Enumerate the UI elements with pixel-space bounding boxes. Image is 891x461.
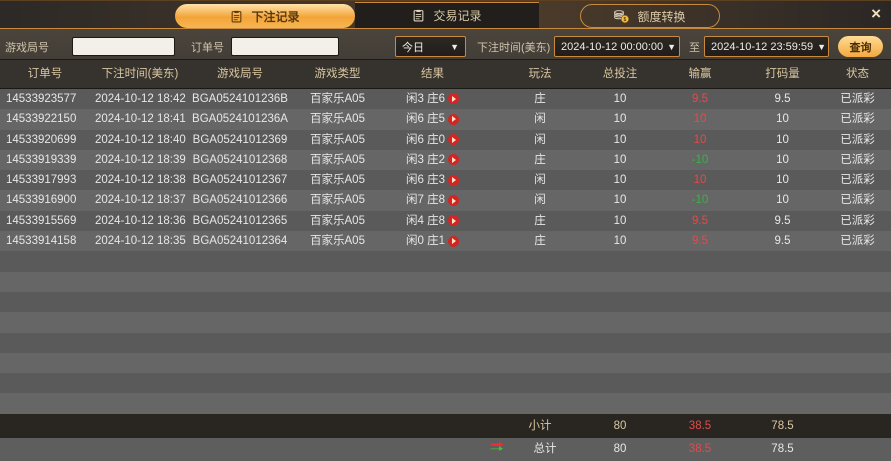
svg-text:$: $ bbox=[624, 16, 627, 22]
